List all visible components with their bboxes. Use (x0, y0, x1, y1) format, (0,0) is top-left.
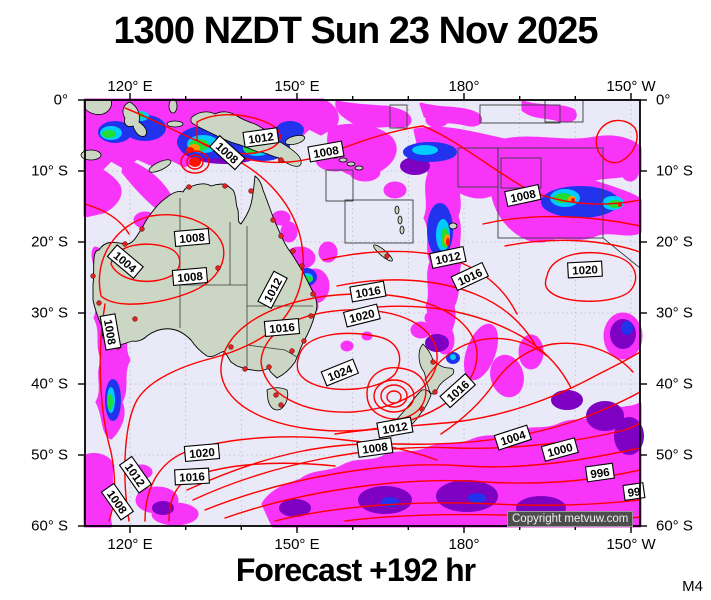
axis-tick-label: 30° S (31, 304, 68, 322)
axis-tick-label: 40° S (656, 375, 693, 393)
city-marker (139, 226, 145, 232)
axis-tick-label: 60° S (31, 517, 68, 535)
city-marker (278, 157, 284, 163)
svg-text:1020: 1020 (572, 264, 598, 277)
isobar-label: 1008 (356, 437, 394, 458)
isobar-label: 1020 (342, 303, 381, 328)
axis-tick-label: 50° S (656, 446, 693, 464)
isobar-label: 1008 (171, 266, 209, 287)
axis-tick-label: 30° S (656, 304, 693, 322)
isobar-label: 1020 (567, 260, 603, 279)
city-marker (301, 338, 307, 344)
map-frame (84, 99, 641, 527)
isobar-label: 1016 (349, 280, 387, 303)
city-marker (242, 366, 248, 372)
city-marker (308, 313, 314, 319)
svg-text:1008: 1008 (313, 145, 341, 161)
city-marker (96, 300, 102, 306)
city-marker (248, 188, 254, 194)
svg-text:1008: 1008 (362, 441, 390, 457)
city-marker (384, 253, 390, 259)
axis-tick-label: 120° E (107, 536, 153, 553)
axis-tick-label: 10° S (656, 162, 693, 180)
svg-text:1016: 1016 (179, 471, 205, 484)
forecast-hour-title: Forecast +192 hr (235, 552, 476, 588)
isobar-label: 996 (584, 462, 615, 483)
svg-text:1008: 1008 (177, 271, 204, 285)
city-marker (228, 344, 234, 350)
svg-text:1012: 1012 (248, 131, 275, 146)
isobar-label: 99 (622, 482, 646, 501)
city-marker (310, 291, 316, 297)
axis-tick-label: 20° S (656, 233, 693, 251)
isobar-label: 1008 (99, 313, 122, 351)
svg-text:1012: 1012 (382, 421, 409, 437)
city-marker (289, 348, 295, 354)
borneo-landmass (84, 99, 112, 115)
svg-text:1016: 1016 (269, 322, 296, 336)
city-marker (222, 183, 228, 189)
svg-text:1008: 1008 (509, 188, 537, 205)
city-marker (132, 316, 138, 322)
axis-tick-label: 180° (448, 536, 480, 553)
axis-tick-label: 60° S (656, 517, 693, 535)
city-marker (278, 233, 284, 239)
city-marker (430, 359, 436, 365)
axis-tick-label: 150° W (606, 536, 656, 553)
axis-tick-label: 120° E (107, 78, 153, 95)
axis-tick-label: 20° S (31, 233, 68, 251)
city-marker (290, 248, 296, 254)
copyright-badge: Copyright metvuw.com (507, 511, 634, 527)
city-marker (215, 265, 221, 271)
city-marker (122, 241, 128, 247)
svg-text:99: 99 (627, 486, 641, 500)
svg-text:1008: 1008 (179, 232, 206, 246)
city-marker (432, 389, 438, 395)
city-marker (90, 273, 96, 279)
isobar-label: 1000 (540, 437, 579, 462)
isobar-label: 1016 (263, 317, 301, 338)
svg-text:1012: 1012 (434, 250, 462, 267)
city-marker (273, 392, 279, 398)
city-marker (299, 263, 305, 269)
isobar-label: 1020 (183, 442, 221, 463)
axis-tick-label: 0° (53, 91, 68, 109)
isobar-label: 1012 (242, 127, 280, 148)
axis-tick-label: 180° (448, 78, 480, 95)
city-marker (419, 406, 425, 412)
city-marker (266, 364, 272, 370)
model-tag: M4 (682, 578, 703, 595)
weather-map: 1012 1008 1008 1008 1008 1004 1008 1012 1016 1008… (78, 93, 647, 533)
timor-landmass (148, 159, 172, 173)
axis-tick-label: 150° W (606, 78, 656, 95)
isobar-label: 1012 (376, 416, 414, 439)
axis-tick-label: 10° S (31, 162, 68, 180)
axis-tick-label: 150° E (274, 536, 320, 553)
isobar-label: 1008 (307, 140, 345, 163)
svg-text:1008: 1008 (101, 319, 117, 347)
axis-tick-label: 40° S (31, 375, 68, 393)
svg-text:1020: 1020 (189, 447, 216, 461)
isobar-label: 1016 (174, 467, 210, 486)
city-marker (186, 184, 192, 190)
city-marker (270, 217, 276, 223)
new-britain-landmass (284, 134, 306, 146)
svg-text:996: 996 (590, 467, 611, 482)
isobar-label: 1008 (173, 227, 211, 248)
isobar-label: 1008 (504, 183, 542, 208)
axis-tick-label: 50° S (31, 446, 68, 464)
svg-text:1016: 1016 (355, 285, 382, 301)
city-marker (278, 402, 284, 408)
sulawesi-landmass (122, 101, 147, 137)
axis-tick-label: 150° E (274, 78, 320, 95)
fiji-landmass (448, 222, 458, 230)
page-title: 1300 NZDT Sun 23 Nov 2025 (113, 10, 599, 52)
isobar-label: 1012 (429, 245, 467, 270)
axis-tick-label: 0° (656, 91, 671, 109)
